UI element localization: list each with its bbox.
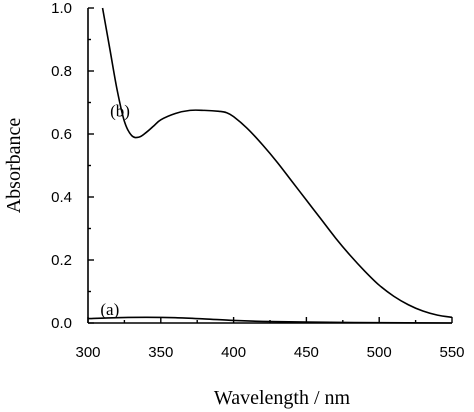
- x-tick-label: 500: [367, 344, 392, 361]
- plot-area: 300 350 400 450 500 550 0.0 0.2 0.4 0.6 0.8 1.0 (a) (…: [51, 0, 464, 361]
- y-tick-label: 0.0: [51, 315, 72, 332]
- y-tick-label: 0.2: [51, 252, 72, 269]
- series-line-b: [101, 7, 453, 319]
- series-line-a: [87, 316, 453, 324]
- y-tick-label: 0.6: [51, 126, 72, 143]
- y-tick-label: 1.0: [51, 0, 72, 17]
- y-axis-title: Absorbance: [3, 118, 25, 214]
- x-tick-label: 350: [148, 344, 173, 361]
- x-tick-label: 550: [439, 344, 464, 361]
- x-tick-label: 400: [221, 344, 246, 361]
- series-label-a: (a): [100, 300, 119, 319]
- x-axis-title: Wavelength / nm: [214, 387, 351, 409]
- y-tick-label: 0.4: [51, 189, 72, 206]
- x-tick-label: 450: [294, 344, 319, 361]
- y-tick-label: 0.8: [51, 63, 72, 80]
- x-tick-label: 300: [75, 344, 100, 361]
- series-label-b: (b): [110, 101, 130, 120]
